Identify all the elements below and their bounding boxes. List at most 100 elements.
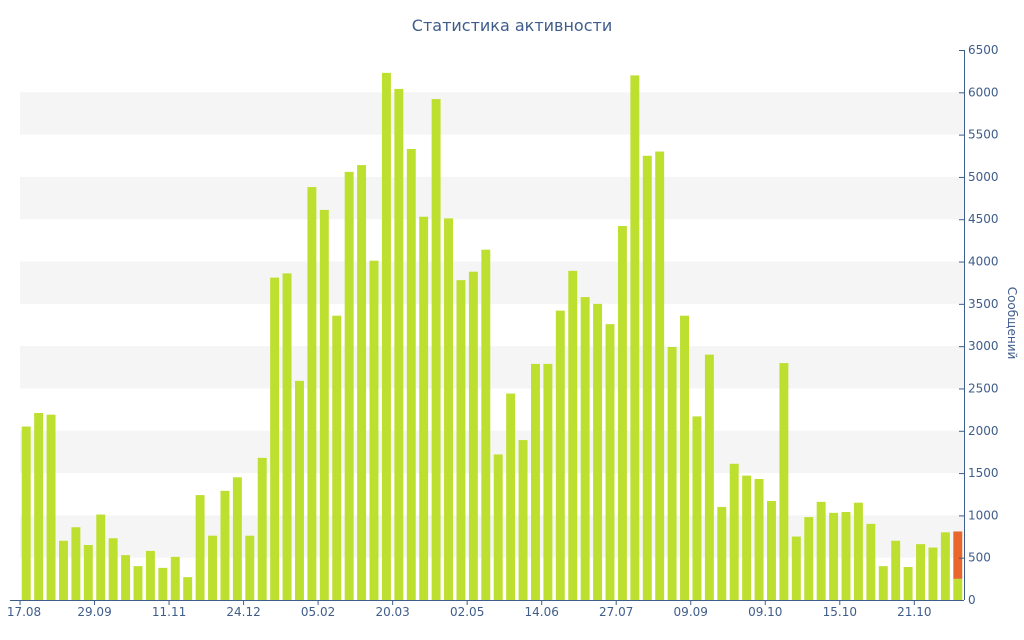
bar <box>568 270 578 600</box>
x-tick-label: 29.09 <box>77 605 111 619</box>
bar <box>940 532 950 600</box>
x-tick-label: 05.02 <box>301 605 335 619</box>
x-ticks: 17.08 29.09 11.11 24.12 05.02 20.03 02.05 14.06… <box>7 600 931 619</box>
bar <box>257 457 267 600</box>
bar <box>96 514 106 600</box>
x-tick-label: 21.10 <box>897 605 931 619</box>
bar <box>655 151 665 601</box>
chart-title: Статистика активности <box>412 16 612 35</box>
bar <box>220 490 230 600</box>
y-tick-label: 1500 <box>968 466 999 480</box>
bar <box>953 578 963 600</box>
bar <box>605 324 615 600</box>
bar <box>133 566 143 600</box>
bar <box>816 501 826 600</box>
bar <box>543 363 553 600</box>
bar <box>319 209 329 601</box>
y-tick-label: 0 <box>968 593 976 607</box>
y-tick-label: 2500 <box>968 381 999 395</box>
bars-group <box>21 72 963 601</box>
bar <box>381 72 391 601</box>
bar <box>866 523 876 600</box>
bar <box>232 477 242 600</box>
bar <box>493 454 503 600</box>
x-tick-label: 09.09 <box>674 605 708 619</box>
bar <box>518 440 528 600</box>
bar <box>406 149 416 600</box>
x-tick-label: 14.06 <box>525 605 559 619</box>
x-tick-label: 20.03 <box>375 605 409 619</box>
grid-band <box>20 346 964 389</box>
bar <box>704 354 714 600</box>
y-axis-label: Сообщений <box>1005 287 1019 360</box>
grid-band <box>20 176 964 220</box>
bar <box>531 363 540 600</box>
y-tick-label: 3000 <box>968 339 999 353</box>
bar <box>295 380 304 600</box>
bar <box>332 315 342 600</box>
y-tick-label: 5000 <box>968 170 999 184</box>
grid-band <box>20 92 964 135</box>
bar <box>853 502 863 600</box>
bar <box>307 187 317 600</box>
bar <box>829 512 839 600</box>
bar <box>667 347 677 600</box>
y-tick-label: 5500 <box>968 128 999 142</box>
bar <box>791 536 801 600</box>
bar <box>282 273 292 600</box>
bar <box>444 218 453 600</box>
bar <box>71 527 81 600</box>
bar <box>717 506 727 600</box>
x-tick-label: 17.08 <box>7 605 41 619</box>
x-tick-label: 02.05 <box>450 605 484 619</box>
bar <box>21 426 31 600</box>
bar <box>580 297 590 600</box>
bar <box>270 277 280 600</box>
bar <box>903 567 913 600</box>
bar <box>145 550 155 600</box>
y-tick-label: 1000 <box>968 508 999 522</box>
y-ticks: 0 500 1000 1500 2000 2500 3000 3500 4000 4500 5000… <box>959 43 999 607</box>
x-tick-label: 15.10 <box>823 605 857 619</box>
x-tick-label: 11.11 <box>152 605 186 619</box>
bar <box>742 475 752 600</box>
grid-band <box>20 430 964 474</box>
bar <box>642 155 652 600</box>
bar <box>506 393 516 600</box>
y-tick-label: 500 <box>968 551 991 565</box>
bar <box>158 567 168 600</box>
bar <box>468 271 478 600</box>
bar <box>630 75 640 600</box>
bar <box>357 165 367 600</box>
bar <box>680 315 689 600</box>
bar <box>617 226 627 600</box>
bar <box>456 280 466 600</box>
bar <box>83 545 93 600</box>
bar <box>369 260 379 600</box>
bar <box>692 416 702 600</box>
bar <box>121 555 131 600</box>
bar <box>779 363 789 600</box>
bar <box>183 577 193 600</box>
bar <box>245 535 255 600</box>
y-tick-label: 4000 <box>968 255 999 269</box>
bar <box>431 99 441 600</box>
bar-highlight-segment <box>953 531 963 579</box>
bar <box>729 463 739 600</box>
bar <box>108 538 118 600</box>
bar <box>208 535 217 600</box>
y-tick-label: 6500 <box>968 43 999 57</box>
bar <box>754 479 764 600</box>
y-tick-label: 2000 <box>968 424 999 438</box>
grid-band <box>20 261 964 304</box>
y-tick-label: 4500 <box>968 212 999 226</box>
bar <box>59 540 68 600</box>
bar <box>195 495 205 600</box>
bar <box>46 414 56 600</box>
bar <box>891 540 901 600</box>
bar <box>916 544 925 600</box>
bar <box>555 310 565 600</box>
y-tick-label: 6000 <box>968 85 999 99</box>
x-tick-label: 09.10 <box>748 605 782 619</box>
